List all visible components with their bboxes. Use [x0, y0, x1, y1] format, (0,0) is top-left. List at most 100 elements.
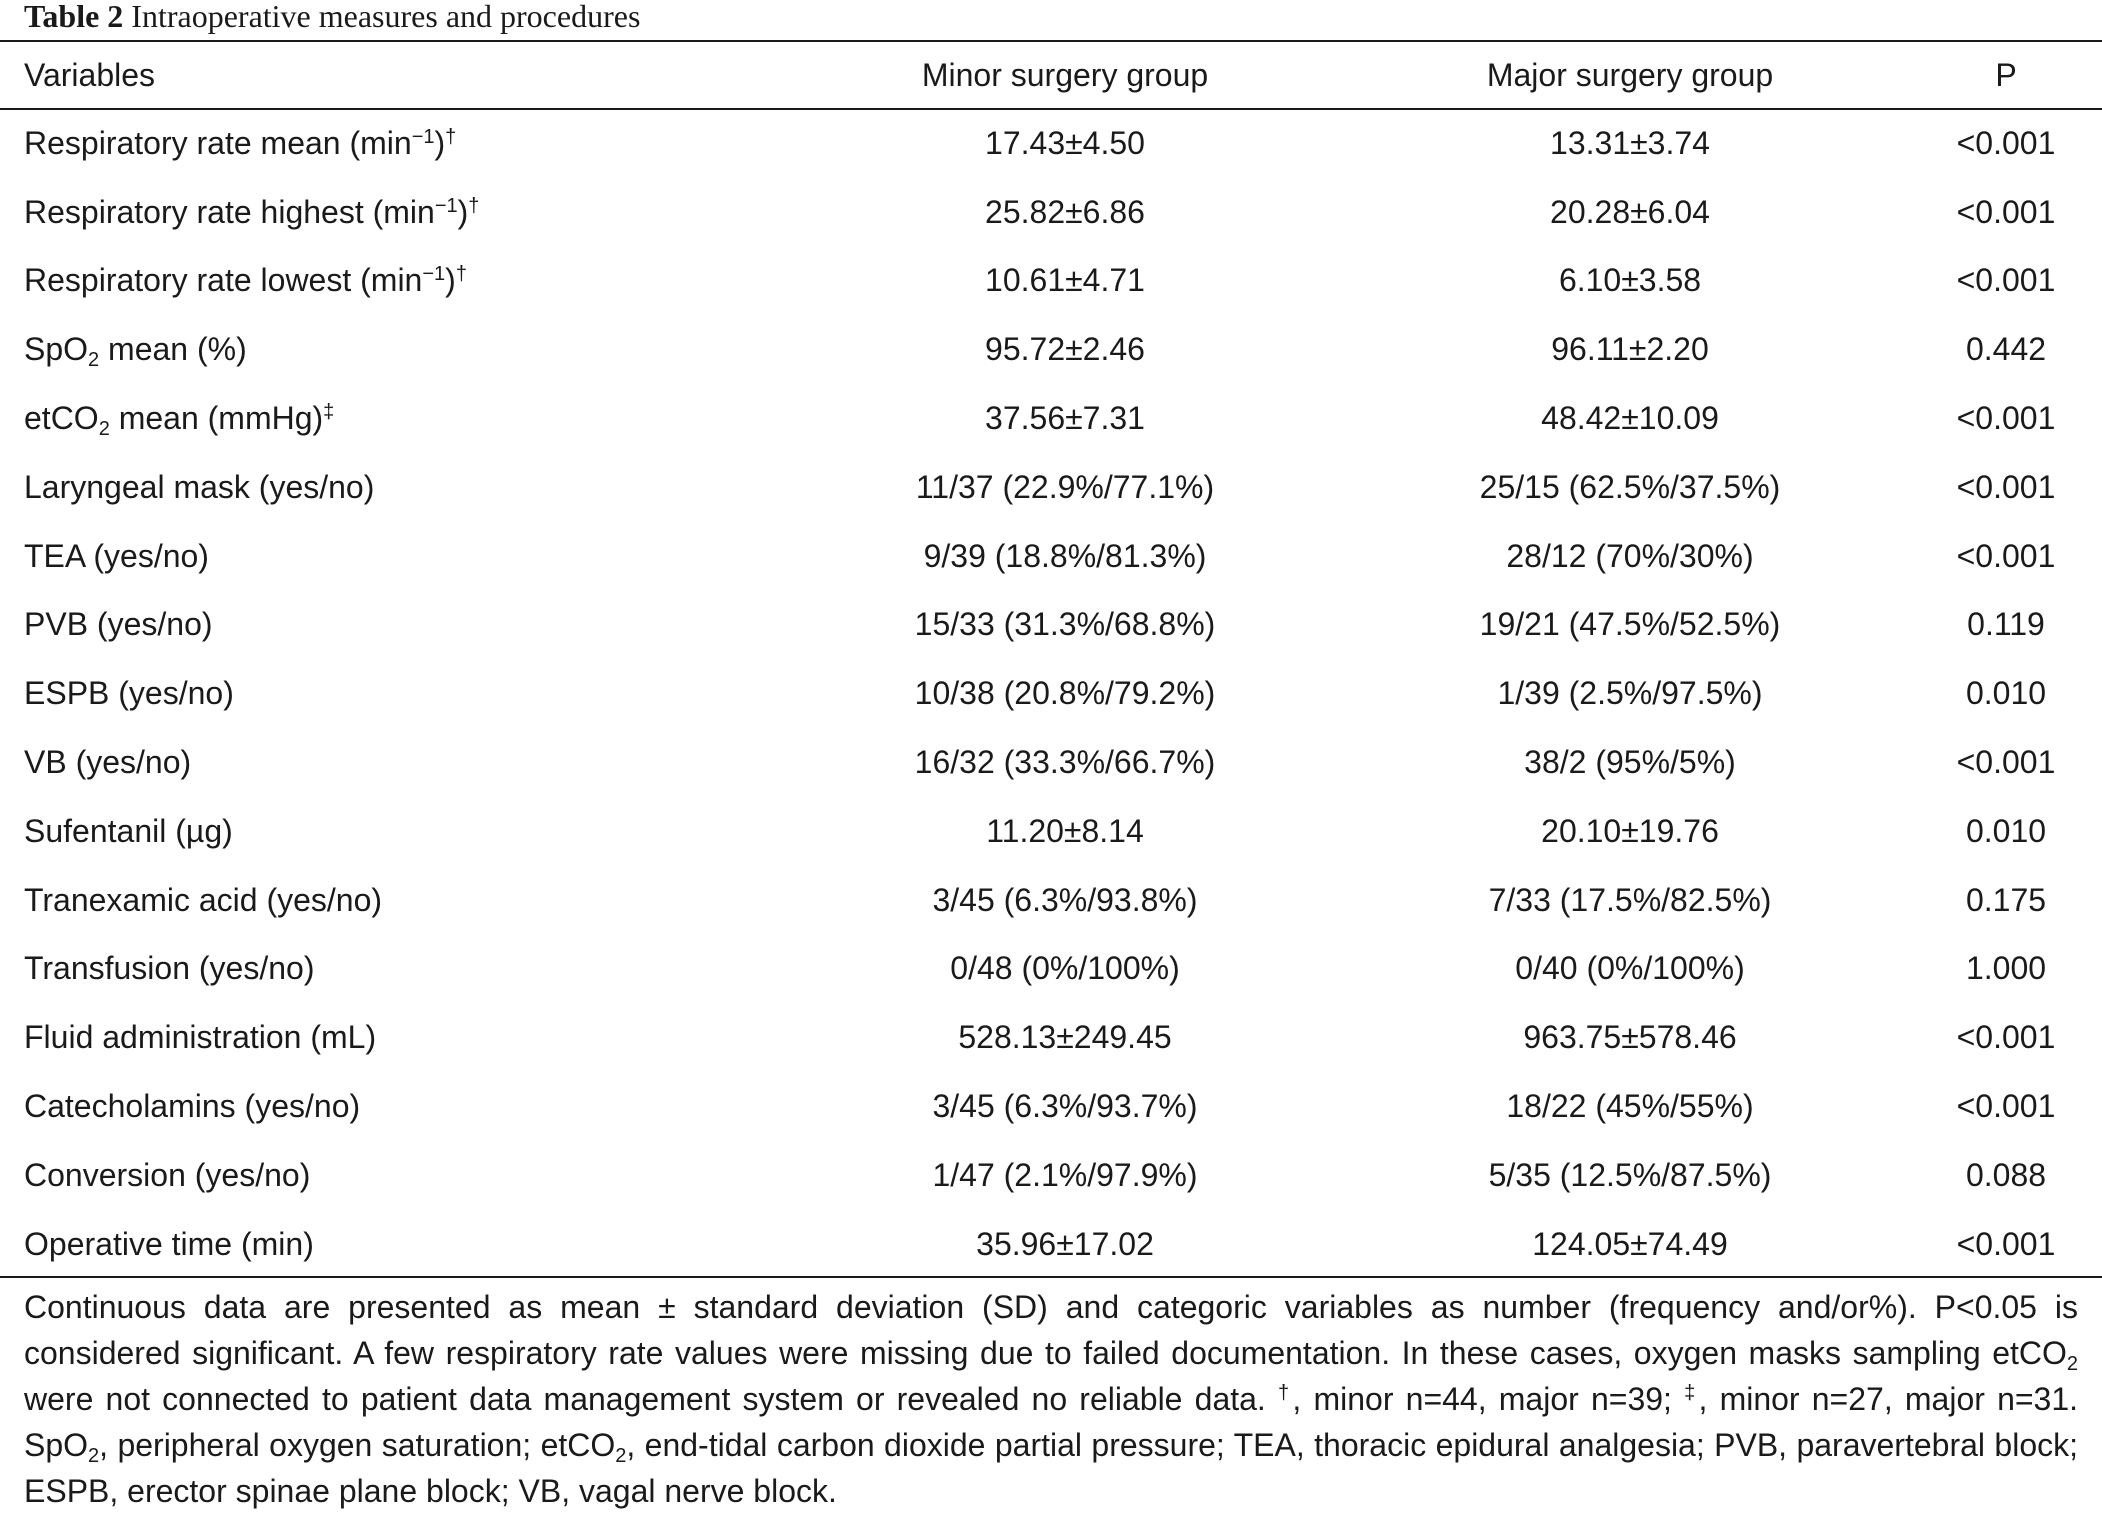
column-header-variables: Variables [24, 57, 156, 93]
footnote-text: Continuous data are presented as mean ± … [24, 1289, 2079, 1509]
header-row: Variables Minor surgery group Major surg… [0, 42, 2102, 109]
major-value-cell: 5/35 (12.5%/87.5%) [1488, 1156, 1772, 1193]
table-label: Table 2 [24, 0, 124, 34]
table-row: etCO2 mean (mmHg)‡ 37.56±7.31 48.42±10.09 <… [0, 384, 2102, 453]
table-row: Conversion (yes/no) 1/47 (2.1%/97.9%) 5/35… [0, 1141, 2102, 1210]
table-row: ESPB (yes/no) 10/38 (20.8%/79.2%) 1/39 (2.… [0, 659, 2102, 728]
p-value-cell: 0.119 [1967, 606, 2045, 643]
minor-value-cell: 528.13±249.45 [958, 1019, 1172, 1056]
p-value-cell: 1.000 [1965, 950, 2047, 987]
variable-cell: PVB (yes/no) [24, 606, 213, 643]
major-value-cell: 124.05±74.49 [1532, 1225, 1728, 1262]
bottom-rule [0, 1276, 2102, 1278]
variable-cell: ESPB (yes/no) [24, 675, 234, 712]
variable-cell: Sufentanil (µg) [24, 812, 233, 849]
major-value-cell: 48.42±10.09 [1541, 400, 1719, 437]
minor-value-cell: 3/45 (6.3%/93.8%) [932, 881, 1198, 918]
column-header-minor: Minor surgery group [921, 57, 1209, 93]
table-row: Fluid administration (mL) 528.13±249.45 96… [0, 1003, 2102, 1072]
minor-value-cell: 16/32 (33.3%/66.7%) [914, 744, 1216, 781]
minor-value-cell: 9/39 (18.8%/81.3%) [923, 537, 1207, 574]
table-row: Laryngeal mask (yes/no) 11/37 (22.9%/77.1… [0, 453, 2102, 522]
major-value-cell: 13.31±3.74 [1550, 124, 1710, 161]
double-dagger-mark: ‡ [1684, 1382, 1699, 1404]
p-value-cell: 0.010 [1965, 812, 2047, 849]
table-body: Respiratory rate mean (min−1)† 17.43±4.50… [0, 109, 2102, 1279]
table-row: Sufentanil (µg) 11.20±8.14 20.10±19.76 0.01… [0, 797, 2102, 866]
minor-value-cell: 35.96±17.02 [976, 1225, 1154, 1262]
p-value-cell: <0.001 [1956, 193, 2056, 230]
table-row: Respiratory rate mean (min−1)† 17.43±4.50… [0, 109, 2102, 178]
p-value-cell: <0.001 [1956, 468, 2056, 505]
table-row: SpO2 mean (%) 95.72±2.46 96.11±2.20 0.442 [0, 315, 2102, 384]
p-value-cell: <0.001 [1956, 1019, 2056, 1056]
column-header-p: P [1995, 57, 2017, 93]
variable-cell: etCO2 mean (mmHg)‡ [24, 400, 335, 441]
variable-cell: SpO2 mean (%) [24, 331, 247, 372]
table-footnote: Continuous data are presented as mean ± … [24, 1284, 2078, 1514]
p-value-cell: <0.001 [1956, 262, 2056, 299]
variable-cell: Fluid administration (mL) [24, 1019, 377, 1056]
dagger-mark: † [1278, 1382, 1293, 1404]
minor-value-cell: 15/33 (31.3%/68.8%) [914, 606, 1216, 643]
minor-value-cell: 17.43±4.50 [985, 124, 1145, 161]
p-value-cell: <0.001 [1956, 744, 2056, 781]
minor-value-cell: 0/48 (0%/100%) [950, 950, 1180, 987]
major-value-cell: 18/22 (45%/55%) [1506, 1088, 1754, 1125]
minor-value-cell: 10/38 (20.8%/79.2%) [914, 675, 1216, 712]
top-rule [0, 40, 2102, 42]
table-row: Respiratory rate highest (min−1)† 25.82±6… [0, 178, 2102, 247]
p-value-cell: <0.001 [1956, 400, 2056, 437]
major-value-cell: 20.28±6.04 [1550, 193, 1710, 230]
minor-value-cell: 95.72±2.46 [985, 331, 1145, 368]
data-table: Variables Minor surgery group Major surg… [0, 42, 2102, 1279]
minor-value-cell: 10.61±4.71 [985, 262, 1145, 299]
p-value-cell: <0.001 [1956, 537, 2056, 574]
table-row: Tranexamic acid (yes/no) 3/45 (6.3%/93.8%… [0, 866, 2102, 935]
major-value-cell: 0/40 (0%/100%) [1515, 950, 1745, 987]
major-value-cell: 96.11±2.20 [1551, 331, 1709, 368]
column-header-major: Major surgery group [1486, 57, 1774, 93]
variable-cell: Catecholamins (yes/no) [24, 1088, 361, 1125]
table-caption: Table 2 Intraoperative measures and proc… [24, 0, 640, 32]
table-row: Operative time (min) 35.96±17.02 124.05±74… [0, 1210, 2102, 1279]
header-rule [0, 108, 2102, 110]
p-value-cell: <0.001 [1956, 124, 2056, 161]
table-row: VB (yes/no) 16/32 (33.3%/66.7%) 38/2 (95%/… [0, 728, 2102, 797]
variable-cell: Transfusion (yes/no) [24, 950, 315, 987]
minor-value-cell: 3/45 (6.3%/93.7%) [932, 1088, 1198, 1125]
p-value-cell: 0.175 [1965, 881, 2047, 918]
variable-cell: Respiratory rate highest (min−1)† [24, 193, 480, 230]
p-value-cell: 0.010 [1965, 675, 2047, 712]
variable-cell: Respiratory rate mean (min−1)† [24, 124, 457, 161]
major-value-cell: 1/39 (2.5%/97.5%) [1497, 675, 1763, 712]
table-row: TEA (yes/no) 9/39 (18.8%/81.3%) 28/12 (70%… [0, 522, 2102, 591]
minor-value-cell: 11/37 (22.9%/77.1%) [915, 468, 1215, 505]
major-value-cell: 19/21 (47.5%/52.5%) [1479, 606, 1781, 643]
minor-value-cell: 11.20±8.14 [986, 812, 1144, 849]
table-row: PVB (yes/no) 15/33 (31.3%/68.8%) 19/21 (47… [0, 591, 2102, 660]
p-value-cell: 0.088 [1965, 1156, 2047, 1193]
major-value-cell: 25/15 (62.5%/37.5%) [1479, 468, 1781, 505]
major-value-cell: 7/33 (17.5%/82.5%) [1488, 881, 1772, 918]
variable-cell: Operative time (min) [24, 1225, 314, 1262]
minor-value-cell: 25.82±6.86 [985, 193, 1145, 230]
major-value-cell: 20.10±19.76 [1541, 812, 1719, 849]
table-row: Catecholamins (yes/no) 3/45 (6.3%/93.7%) 1… [0, 1072, 2102, 1141]
variable-cell: VB (yes/no) [24, 744, 192, 781]
major-value-cell: 28/12 (70%/30%) [1506, 537, 1754, 574]
variable-cell: TEA (yes/no) [24, 537, 209, 574]
p-value-cell: 0.442 [1965, 331, 2047, 368]
p-value-cell: <0.001 [1956, 1225, 2056, 1262]
table-row: Respiratory rate lowest (min−1)† 10.61±4.… [0, 247, 2102, 316]
major-value-cell: 963.75±578.46 [1523, 1019, 1737, 1056]
table-row: Transfusion (yes/no) 0/48 (0%/100%) 0/40 (… [0, 935, 2102, 1004]
variable-cell: Respiratory rate lowest (min−1)† [24, 262, 467, 299]
table-title: Intraoperative measures and procedures [131, 0, 641, 34]
minor-value-cell: 1/47 (2.1%/97.9%) [932, 1156, 1198, 1193]
major-value-cell: 38/2 (95%/5%) [1524, 744, 1736, 781]
p-value-cell: <0.001 [1956, 1088, 2056, 1125]
variable-cell: Conversion (yes/no) [24, 1156, 311, 1193]
variable-cell: Tranexamic acid (yes/no) [24, 881, 383, 918]
major-value-cell: 6.10±3.58 [1558, 262, 1702, 299]
